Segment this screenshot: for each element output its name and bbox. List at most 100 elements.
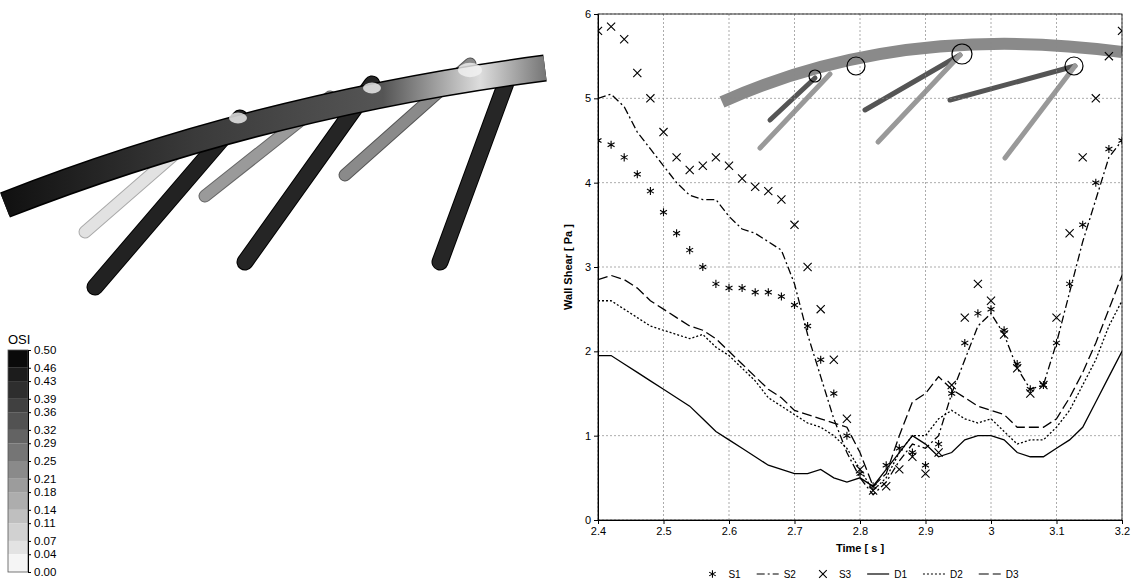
colorbar-tick-label: 0.04 (34, 548, 57, 560)
y-tick-mark (594, 183, 598, 184)
series-marker (961, 339, 968, 347)
series-marker (673, 153, 681, 161)
colorbar-band (8, 350, 28, 368)
series-marker (738, 174, 746, 182)
legend-item: S2 (757, 569, 797, 580)
y-tick-label: 3 (585, 261, 591, 273)
colorbar-band (8, 381, 28, 399)
series-marker (765, 288, 772, 296)
colorbar-tick-label: 0.32 (34, 424, 56, 436)
colorbar-tick-mark (28, 479, 31, 480)
series-marker (751, 183, 759, 191)
series-marker (843, 432, 850, 440)
colorbar-tick-mark (28, 572, 31, 573)
x-tick-label: 2.8 (853, 525, 868, 537)
colorbar-tick-label: 0.36 (34, 406, 56, 418)
series-line (598, 351, 1122, 486)
colorbar-band (8, 479, 28, 492)
x-tick: 3.2 (1115, 520, 1130, 537)
colorbar-tick: 0.07 (28, 535, 56, 547)
colorbar-tick-mark (28, 554, 31, 555)
series-marker (1052, 314, 1060, 322)
x-tick-label: 2.6 (722, 525, 737, 537)
legend-line (979, 573, 1001, 574)
series-marker (1079, 221, 1086, 229)
series-marker (909, 449, 916, 457)
colorbar-tick: 0.36 (28, 406, 56, 418)
series-marker (896, 444, 903, 452)
y-axis: 0123456 (585, 8, 599, 526)
colorbar-tick-label: 0.00 (34, 566, 56, 578)
vessel-branch (440, 72, 510, 262)
colorbar-tick-mark (28, 399, 31, 400)
colorbar-band (8, 368, 28, 381)
colorbar-band (8, 510, 28, 523)
series-marker (660, 208, 667, 216)
series-marker (869, 486, 877, 494)
y-tick-mark (594, 351, 598, 352)
y-tick-label: 4 (585, 177, 591, 189)
colorbar-tick-mark (28, 541, 31, 542)
colorbar-tick-label: 0.46 (34, 362, 56, 374)
series-marker (817, 305, 825, 313)
legend-marker (709, 570, 716, 578)
inset-branch (1005, 66, 1075, 158)
y-tick-label: 1 (585, 430, 591, 442)
colorbar-tick: 0.14 (28, 504, 57, 516)
colorbar-tick-label: 0.11 (34, 517, 56, 529)
legend-item: D3 (979, 569, 1019, 580)
series-marker (699, 263, 706, 271)
series-marker (804, 263, 812, 271)
series-marker (1039, 381, 1047, 389)
y-tick-mark (594, 520, 598, 521)
grid (598, 14, 1122, 520)
series-marker (712, 153, 720, 161)
grid-line-y (598, 351, 1122, 352)
x-tick: 2.8 (853, 520, 868, 537)
colorbar-title: OSI (8, 332, 30, 347)
y-tick: 1 (585, 430, 598, 442)
line-chart: 2.42.52.62.72.82.933.13.20123456Time [ s… (562, 8, 1130, 580)
grid-line-y (598, 267, 1122, 268)
series-marker (686, 246, 693, 254)
series-marker (608, 141, 615, 149)
colorbar-axis: 0.500.460.430.390.360.320.290.250.210.18… (28, 344, 57, 578)
grid-line-x (1056, 14, 1057, 520)
colorbar-tick: 0.18 (28, 486, 56, 498)
inset-marker-circle (952, 44, 972, 64)
legend-item: D1 (867, 569, 907, 580)
series-marker (974, 280, 982, 288)
series-marker (830, 356, 838, 364)
x-tick-mark (1122, 520, 1123, 524)
colorbar-band (8, 412, 28, 430)
series-line (598, 301, 1122, 491)
series-marker (764, 187, 772, 195)
colorbar-tick: 0.11 (28, 517, 56, 529)
vessel-highlight (458, 63, 482, 77)
colorbar-tick: 0.25 (28, 455, 56, 467)
legend-line (923, 573, 945, 574)
series-marker (699, 162, 707, 170)
legend-label: D3 (1006, 569, 1019, 580)
x-tick-mark (795, 520, 796, 524)
x-tick-mark (729, 520, 730, 524)
series-marker (752, 288, 759, 296)
series-marker (1105, 52, 1113, 60)
colorbar-tick-mark (28, 430, 31, 431)
colorbar-tick: 0.50 (28, 344, 56, 356)
legend-item: S3 (819, 569, 851, 580)
series-line (598, 94, 1122, 495)
series-marker (634, 170, 641, 178)
legend-label: S1 (728, 569, 741, 580)
inset-marker-circle (809, 70, 821, 82)
colorbar-tick-label: 0.14 (34, 504, 57, 516)
colorbar-tick-label: 0.18 (34, 486, 56, 498)
grid-line-x (729, 14, 730, 520)
x-tick-label: 3.2 (1115, 525, 1130, 537)
x-tick: 2.7 (787, 520, 802, 537)
series-marker (1026, 389, 1034, 397)
series-marker (607, 23, 615, 31)
legend-label: D2 (950, 569, 963, 580)
series-marker (922, 461, 929, 469)
colorbar-tick-label: 0.50 (34, 344, 56, 356)
